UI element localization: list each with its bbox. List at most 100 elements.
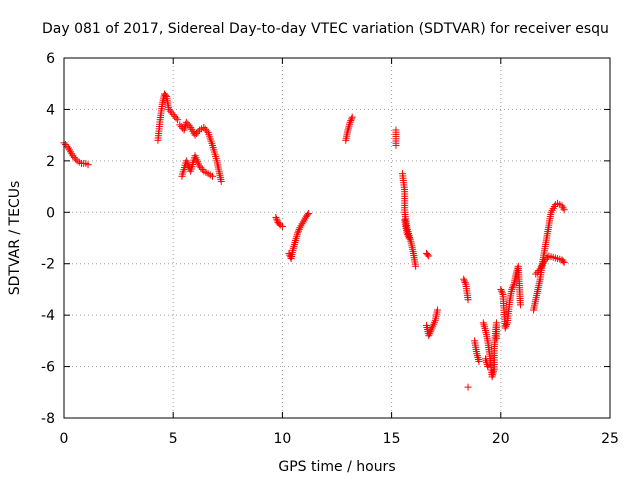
data-point — [479, 319, 487, 327]
data-point — [209, 172, 217, 180]
data-point — [165, 105, 173, 113]
data-point — [492, 334, 500, 342]
data-point — [294, 227, 302, 235]
data-point — [348, 113, 356, 121]
data-point — [424, 251, 432, 259]
data-point — [425, 252, 433, 260]
data-point — [501, 324, 509, 332]
data-point — [63, 142, 71, 150]
data-point — [403, 229, 411, 237]
y-tick-label: 6 — [46, 51, 55, 67]
x-tick-label: 20 — [492, 431, 510, 447]
data-point — [484, 363, 492, 371]
data-point — [172, 114, 180, 122]
data-point — [404, 231, 412, 239]
data-point — [474, 356, 482, 363]
plot-frame — [63, 57, 611, 419]
chart-title: Day 081 of 2017, Sidereal Day-to-day VTE… — [42, 21, 609, 37]
x-tick-label: 0 — [60, 431, 69, 447]
data-point — [344, 124, 352, 132]
data-point — [295, 225, 303, 233]
y-tick-label: -6 — [41, 360, 55, 376]
x-axis-ticks: 0 5 10 15 20 25 — [60, 58, 619, 447]
x-tick-label: 10 — [273, 431, 291, 447]
data-point — [502, 322, 510, 330]
data-point — [273, 217, 281, 225]
data-point — [540, 257, 548, 265]
data-point — [474, 354, 482, 362]
data-point — [559, 204, 567, 212]
data-point — [70, 153, 78, 161]
data-point — [184, 120, 192, 128]
data-point — [475, 357, 483, 365]
data-point — [497, 285, 505, 293]
y-tick-label: -4 — [41, 308, 55, 324]
data-point — [195, 162, 203, 170]
data-point — [292, 235, 300, 243]
x-tick-label: 5 — [169, 431, 178, 447]
data-point — [61, 141, 69, 149]
x-tick-label: 25 — [601, 431, 619, 447]
data-point — [166, 107, 174, 115]
grid-lines — [64, 58, 610, 418]
data-point — [198, 165, 206, 173]
data-point — [345, 122, 353, 130]
data-point — [191, 131, 199, 139]
data-point — [69, 152, 77, 160]
data-point — [560, 258, 568, 266]
data-point — [171, 112, 179, 120]
data-point — [405, 234, 413, 242]
data-point — [291, 239, 299, 246]
data-point — [169, 111, 177, 119]
data-point — [516, 301, 524, 309]
data-point — [533, 268, 541, 276]
data-point — [560, 206, 568, 214]
data-point — [464, 383, 472, 391]
data-point — [483, 361, 491, 369]
x-tick-label: 15 — [383, 431, 401, 447]
data-point — [542, 255, 550, 263]
data-point — [461, 279, 469, 287]
data-point — [292, 237, 300, 245]
data-point — [194, 128, 202, 136]
data-point — [508, 284, 516, 292]
data-point — [273, 215, 281, 223]
data-point — [185, 122, 193, 130]
data-point — [290, 240, 298, 248]
data-point — [182, 118, 190, 126]
data-point — [200, 123, 208, 131]
data-point — [305, 210, 313, 218]
y-axis-label: SDTVAR / TECUs — [7, 181, 23, 296]
y-tick-label: 2 — [46, 154, 55, 170]
data-point — [176, 121, 184, 129]
data-point — [348, 115, 356, 123]
data-point — [460, 275, 468, 283]
data-point — [294, 229, 302, 237]
y-tick-label: 0 — [46, 205, 55, 221]
data-point — [508, 285, 516, 293]
data-point — [498, 289, 506, 297]
data-point — [503, 321, 511, 329]
data-point — [174, 116, 182, 124]
data-point — [464, 296, 472, 304]
y-tick-label: 4 — [46, 102, 55, 118]
data-point — [168, 109, 176, 117]
data-point — [412, 262, 420, 270]
data-point — [84, 161, 92, 169]
x-axis-label: GPS time / hours — [278, 459, 395, 475]
data-point — [72, 155, 80, 163]
y-tick-label: -8 — [41, 411, 55, 427]
y-tick-label: -2 — [41, 257, 55, 273]
data-point — [217, 177, 225, 185]
data-point — [498, 287, 506, 295]
data-point — [559, 257, 567, 265]
data-point — [481, 325, 489, 333]
data-point — [532, 270, 540, 278]
y-axis-ticks: -8 -6 -4 -2 0 2 4 6 — [41, 51, 610, 427]
data-point — [304, 211, 312, 219]
data-point — [460, 277, 468, 285]
data-point — [290, 242, 298, 250]
data-point — [201, 125, 209, 133]
data-point — [192, 129, 200, 137]
